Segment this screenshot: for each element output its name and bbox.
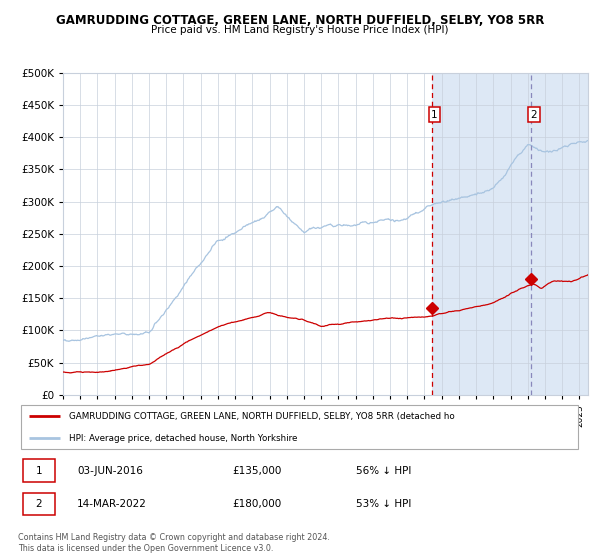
Bar xyxy=(432,73,600,395)
FancyBboxPatch shape xyxy=(23,459,55,482)
Text: GAMRUDDING COTTAGE, GREEN LANE, NORTH DUFFIELD, SELBY, YO8 5RR: GAMRUDDING COTTAGE, GREEN LANE, NORTH DU… xyxy=(56,14,544,27)
Text: 56% ↓ HPI: 56% ↓ HPI xyxy=(356,465,412,475)
Text: HPI: Average price, detached house, North Yorkshire: HPI: Average price, detached house, Nort… xyxy=(69,434,297,443)
Text: 53% ↓ HPI: 53% ↓ HPI xyxy=(356,499,412,509)
Text: 03-JUN-2016: 03-JUN-2016 xyxy=(77,465,143,475)
Text: £180,000: £180,000 xyxy=(232,499,281,509)
Text: 14-MAR-2022: 14-MAR-2022 xyxy=(77,499,147,509)
FancyBboxPatch shape xyxy=(23,493,55,515)
Text: £135,000: £135,000 xyxy=(232,465,281,475)
Text: 2: 2 xyxy=(35,499,42,509)
Text: 2: 2 xyxy=(530,110,537,120)
Text: 1: 1 xyxy=(431,110,438,120)
Text: GAMRUDDING COTTAGE, GREEN LANE, NORTH DUFFIELD, SELBY, YO8 5RR (detached ho: GAMRUDDING COTTAGE, GREEN LANE, NORTH DU… xyxy=(69,412,455,421)
FancyBboxPatch shape xyxy=(21,405,578,449)
Text: Contains HM Land Registry data © Crown copyright and database right 2024.
This d: Contains HM Land Registry data © Crown c… xyxy=(18,533,330,553)
Text: 1: 1 xyxy=(35,465,42,475)
Text: Price paid vs. HM Land Registry's House Price Index (HPI): Price paid vs. HM Land Registry's House … xyxy=(151,25,449,35)
